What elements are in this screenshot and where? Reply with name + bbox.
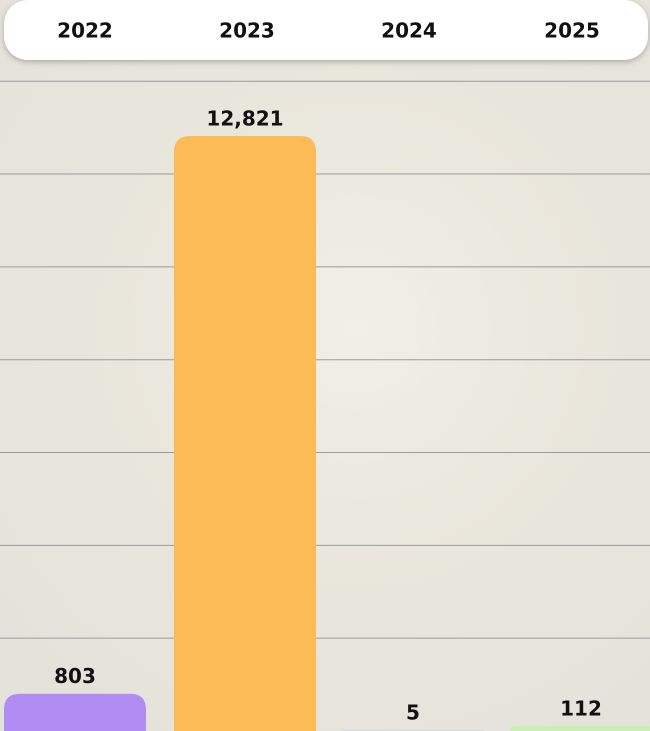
year-label: 2022 [57, 19, 113, 43]
year-label: 2025 [544, 19, 600, 43]
value-label: 803 [54, 664, 96, 688]
bar [4, 693, 146, 731]
year-header [4, 0, 648, 60]
year-label: 2024 [381, 19, 437, 43]
bar [174, 135, 316, 731]
bar [510, 725, 650, 731]
value-label: 12,821 [206, 106, 283, 130]
year-label: 2023 [219, 19, 275, 43]
value-label: 5 [406, 701, 420, 725]
value-label: 112 [560, 696, 602, 720]
